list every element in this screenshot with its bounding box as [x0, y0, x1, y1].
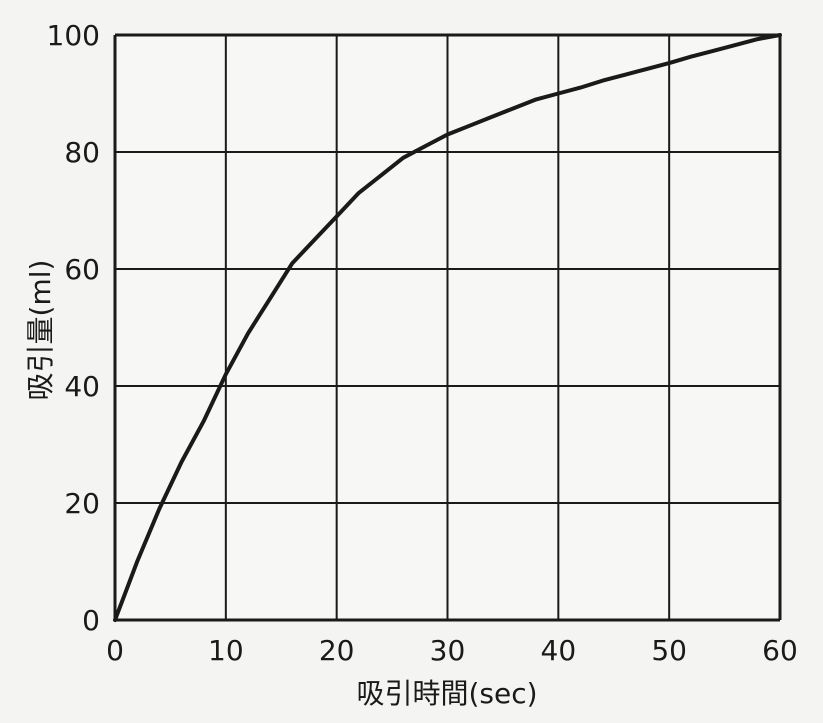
x-tick-label: 10 — [208, 634, 244, 667]
tick-labels: 0 10 20 30 40 50 60 0 20 40 60 80 100 — [47, 19, 798, 667]
y-tick-label: 40 — [64, 370, 100, 403]
y-tick-label: 20 — [64, 487, 100, 520]
y-tick-label: 100 — [47, 19, 100, 52]
x-tick-label: 60 — [762, 634, 798, 667]
grid — [113, 33, 782, 622]
y-tick-label: 60 — [64, 253, 100, 286]
x-axis-title: 吸引時間(sec) — [356, 677, 537, 710]
series-layer — [113, 33, 782, 622]
x-tick-label: 40 — [541, 634, 577, 667]
y-tick-label: 0 — [82, 604, 100, 637]
y-tick-label: 80 — [64, 136, 100, 169]
x-tick-label: 30 — [430, 634, 466, 667]
y-axis-title: 吸引量(ml) — [24, 260, 57, 401]
series-line — [113, 33, 782, 622]
x-tick-label: 20 — [319, 634, 355, 667]
x-tick-label: 0 — [106, 634, 124, 667]
x-tick-label: 50 — [651, 634, 687, 667]
